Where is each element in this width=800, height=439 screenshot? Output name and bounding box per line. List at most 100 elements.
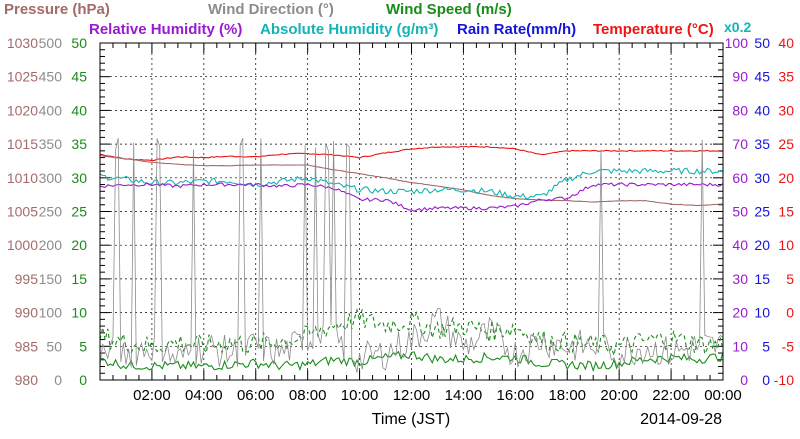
legend-item: Relative Humidity (%) bbox=[89, 21, 242, 38]
x-tick-label: 20:00 bbox=[600, 387, 638, 404]
legend-item: Rain Rate(mm/h) bbox=[457, 21, 576, 38]
series-line-pressure-hpa bbox=[99, 154, 724, 207]
wind-speed-tick-label: 30 bbox=[71, 170, 87, 186]
humidity-tick-label: 10 bbox=[732, 338, 748, 354]
rain-rate-tick-label: 40 bbox=[754, 102, 770, 118]
x-tick-label: 02:00 bbox=[133, 387, 171, 404]
x-tick-label: 06:00 bbox=[237, 387, 275, 404]
humidity-tick-label: 80 bbox=[732, 102, 748, 118]
wind-speed-tick-label: 35 bbox=[71, 136, 87, 152]
temperature-tick-label: 5 bbox=[786, 271, 794, 287]
wind-speed-tick-label: 40 bbox=[71, 102, 87, 118]
wind-speed-tick-label: 10 bbox=[71, 305, 87, 321]
pressure-tick-label: 995 bbox=[15, 271, 39, 287]
date-label: 2014-09-28 bbox=[640, 411, 722, 428]
humidity-tick-label: 30 bbox=[732, 271, 748, 287]
legend: Pressure (hPa) Wind Direction (°) Wind Spe… bbox=[4, 1, 714, 38]
rain-rate-tick-label: 15 bbox=[754, 271, 770, 287]
humidity-tick-label: 20 bbox=[732, 305, 748, 321]
humidity-tick-label: 90 bbox=[732, 69, 748, 85]
pressure-tick-label: 985 bbox=[15, 338, 39, 354]
wind-direction-tick-label: 350 bbox=[39, 136, 63, 152]
humidity-tick-label: 40 bbox=[732, 237, 748, 253]
x-tick-label: 08:00 bbox=[289, 387, 327, 404]
wind-direction-tick-label: 300 bbox=[39, 170, 63, 186]
wind-direction-tick-label: 400 bbox=[39, 102, 63, 118]
humidity-tick-label: 70 bbox=[732, 136, 748, 152]
y-ticks: 1030102510201015101010051000995990985980… bbox=[7, 35, 794, 388]
wind-speed-tick-label: 15 bbox=[71, 271, 87, 287]
humidity-tick-label: 50 bbox=[732, 204, 748, 220]
temperature-tick-label: 10 bbox=[778, 237, 794, 253]
wind-direction-tick-label: 250 bbox=[39, 204, 63, 220]
pressure-tick-label: 1010 bbox=[7, 170, 38, 186]
pressure-tick-label: 1025 bbox=[7, 69, 38, 85]
series-line-wind-speed-gust bbox=[99, 307, 724, 358]
rain-rate-tick-label: 50 bbox=[754, 35, 770, 51]
pressure-tick-label: 990 bbox=[15, 305, 39, 321]
series-line-wind-speed-m-s bbox=[99, 350, 724, 373]
pressure-tick-label: 1015 bbox=[7, 136, 38, 152]
legend-item: Absolute Humidity (g/m³) bbox=[260, 21, 438, 38]
temperature-tick-label: -5 bbox=[782, 338, 795, 354]
temperature-tick-label: -10 bbox=[774, 372, 794, 388]
wind-direction-tick-label: 100 bbox=[39, 305, 63, 321]
legend-item: Temperature (°C) bbox=[593, 21, 714, 38]
humidity-tick-label: 60 bbox=[732, 170, 748, 186]
multiplier-label: x0.2 bbox=[724, 19, 751, 35]
pressure-tick-label: 1005 bbox=[7, 204, 38, 220]
wind-speed-tick-label: 25 bbox=[71, 204, 87, 220]
pressure-tick-label: 1000 bbox=[7, 237, 38, 253]
x-tick-label: 04:00 bbox=[185, 387, 223, 404]
wind-speed-tick-label: 5 bbox=[79, 338, 87, 354]
temperature-tick-label: 40 bbox=[778, 35, 794, 51]
wind-speed-tick-label: 20 bbox=[71, 237, 87, 253]
temperature-tick-label: 15 bbox=[778, 204, 794, 220]
humidity-tick-label: 100 bbox=[725, 35, 749, 51]
wind-direction-tick-label: 200 bbox=[39, 237, 63, 253]
rain-rate-tick-label: 0 bbox=[762, 372, 770, 388]
temperature-tick-label: 0 bbox=[786, 305, 794, 321]
legend-item: Wind Speed (m/s) bbox=[386, 1, 512, 18]
humidity-tick-label: 0 bbox=[740, 372, 748, 388]
series-line-relative-humidity bbox=[99, 182, 724, 212]
x-tick-label: 14:00 bbox=[445, 387, 483, 404]
rain-rate-tick-label: 30 bbox=[754, 170, 770, 186]
rain-rate-tick-label: 45 bbox=[754, 69, 770, 85]
pressure-tick-label: 980 bbox=[15, 372, 39, 388]
x-tick-label: 22:00 bbox=[652, 387, 690, 404]
plot-frame bbox=[99, 42, 724, 381]
series-line-wind-direction bbox=[99, 137, 724, 373]
wind-direction-tick-label: 0 bbox=[54, 372, 62, 388]
wind-speed-tick-label: 0 bbox=[79, 372, 87, 388]
rain-rate-tick-label: 20 bbox=[754, 237, 770, 253]
wind-speed-tick-label: 50 bbox=[71, 35, 87, 51]
x-tick-label: 00:00 bbox=[704, 387, 742, 404]
x-tick-label: 10:00 bbox=[341, 387, 379, 404]
wind-speed-tick-label: 45 bbox=[71, 69, 87, 85]
pressure-tick-label: 1020 bbox=[7, 102, 38, 118]
temperature-tick-label: 30 bbox=[778, 102, 794, 118]
rain-rate-tick-label: 5 bbox=[762, 338, 770, 354]
legend-item: Pressure (hPa) bbox=[4, 1, 110, 18]
pressure-tick-label: 1030 bbox=[7, 35, 38, 51]
series-line-absolute-humidity-g-m bbox=[99, 167, 724, 199]
x-tick-label: 16:00 bbox=[497, 387, 535, 404]
x-tick-label: 18:00 bbox=[548, 387, 586, 404]
rain-rate-tick-label: 10 bbox=[754, 305, 770, 321]
rain-rate-tick-label: 35 bbox=[754, 136, 770, 152]
wind-direction-tick-label: 450 bbox=[39, 69, 63, 85]
x-axis-label: Time (JST) bbox=[372, 411, 451, 428]
x-tick-label: 12:00 bbox=[393, 387, 431, 404]
temperature-tick-label: 20 bbox=[778, 170, 794, 186]
temperature-tick-label: 25 bbox=[778, 136, 794, 152]
wind-direction-tick-label: 150 bbox=[39, 271, 63, 287]
legend-item: Wind Direction (°) bbox=[208, 1, 334, 18]
wind-direction-tick-label: 500 bbox=[39, 35, 63, 51]
wind-direction-tick-label: 50 bbox=[46, 338, 62, 354]
series-line-temperature-c bbox=[99, 145, 724, 162]
temperature-tick-label: 35 bbox=[778, 69, 794, 85]
